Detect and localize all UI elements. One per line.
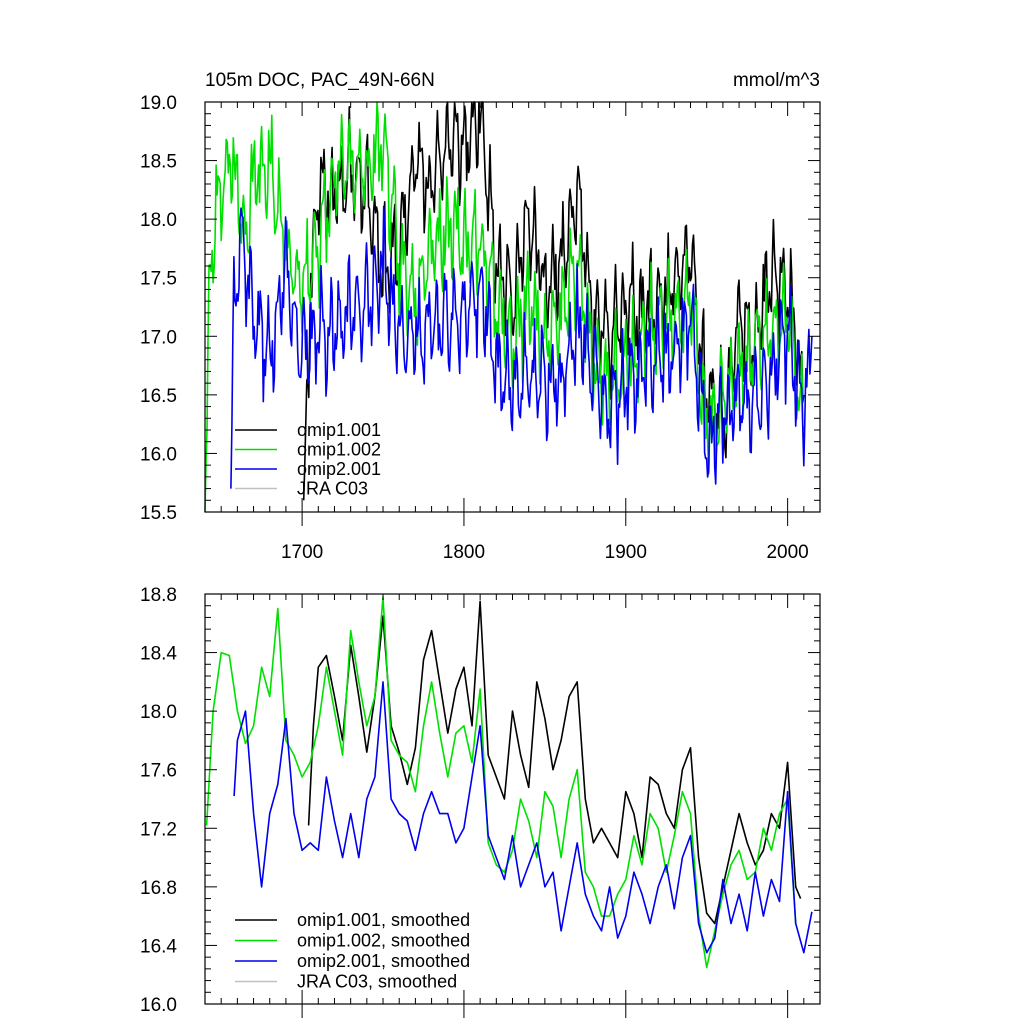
bottom-y-tick-label: 16.4 [140,936,177,957]
top-x-tick-label: 1700 [281,542,323,563]
top-x-tick-label: 1900 [605,542,647,563]
bottom-x-axis [220,594,805,1018]
top-y-tick-label: 16.0 [140,444,177,465]
top-x-tick-label: 1800 [443,542,485,563]
top-y-tick-label: 16.5 [140,386,177,407]
top-x-axis: 1700 1800 1900 2000 [220,102,809,563]
top-series-line-2 [204,101,805,513]
top-y-tick-label: 15.5 [140,503,177,524]
bottom-legend-label-2: omip1.002, smoothed [297,931,470,951]
top-y-tick-label: 18.0 [140,210,177,231]
bottom-y-tick-label: 16.0 [140,995,177,1016]
top-legend-label-4: JRA C03 [297,479,368,499]
bottom-series-line-3 [233,681,813,954]
top-panel: 105m DOC, PAC_49N-66N mmol/m^3 1700 1800 1… [140,70,821,563]
top-y-tick-label: 19.0 [140,93,177,114]
top-y-tick-label: 18.5 [140,152,177,173]
bottom-legend-label-3: omip2.001, smoothed [297,951,470,971]
top-y-tick-label: 17.0 [140,327,177,348]
bottom-series-lines [205,596,813,969]
bottom-y-tick-label: 17.2 [140,819,177,840]
bottom-y-tick-label: 18.4 [140,644,177,665]
top-y-axis: 15.5 16.0 16.5 17.0 17.5 18.0 18.5 19.0 [140,93,820,524]
bottom-y-tick-label: 17.6 [140,761,177,782]
bottom-legend-label-1: omip1.001, smoothed [297,910,470,930]
top-legend-label-1: omip1.001 [297,420,381,440]
bottom-y-tick-label: 16.8 [140,878,177,899]
top-panel-units: mmol/m^3 [733,70,820,91]
top-y-tick-label: 17.5 [140,269,177,290]
top-series-lines [204,101,813,513]
bottom-y-tick-label: 18.0 [140,702,177,723]
top-panel-title: 105m DOC, PAC_49N-66N [205,70,435,91]
top-legend-label-3: omip2.001 [297,459,381,479]
bottom-y-axis: 16.0 16.4 16.8 17.2 17.6 18.0 18.4 18.8 [140,585,820,1016]
top-x-tick-label: 2000 [766,542,808,563]
bottom-panel: 16.0 16.4 16.8 17.2 17.6 18.0 18.4 18.8 omip1.0… [140,585,821,1018]
bottom-legend-label-4: JRA C03, smoothed [297,972,457,992]
top-legend-label-2: omip1.002 [297,440,381,460]
bottom-y-tick-label: 18.8 [140,585,177,606]
top-series-line-3 [230,205,813,489]
